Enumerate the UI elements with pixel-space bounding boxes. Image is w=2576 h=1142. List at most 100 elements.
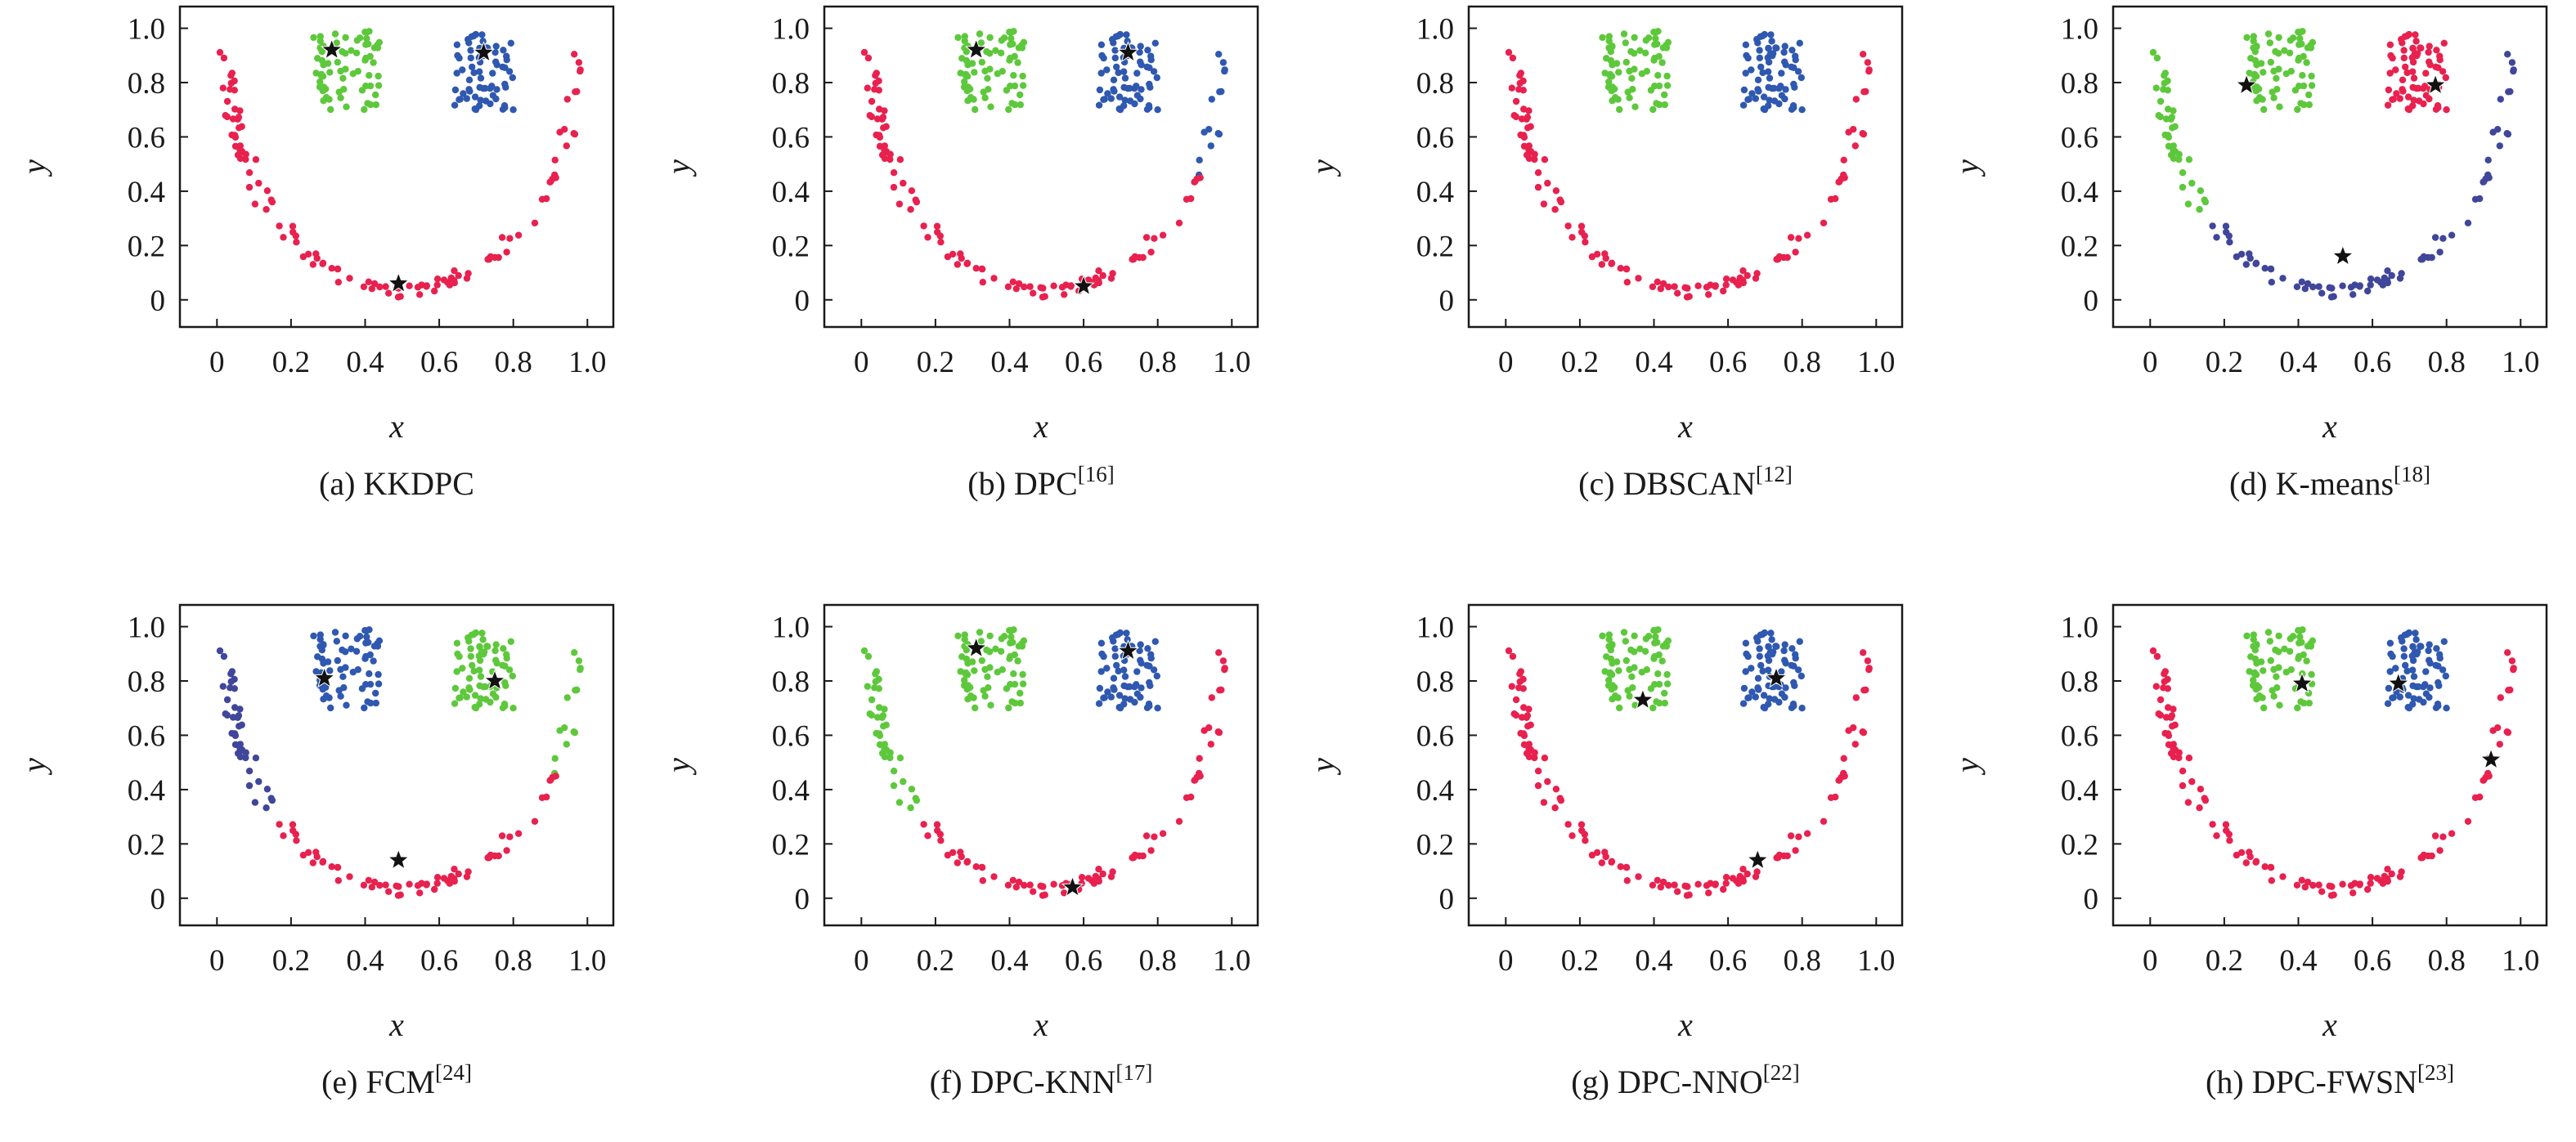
data-point [2175, 150, 2183, 158]
data-point [1518, 115, 1526, 123]
data-point [1773, 256, 1780, 263]
x-tick-label: 0.4 [346, 346, 384, 379]
data-point [223, 97, 231, 105]
data-point [1722, 874, 1730, 881]
data-point [1638, 669, 1646, 676]
data-point [2260, 69, 2267, 76]
data-point [227, 72, 235, 79]
data-point [234, 750, 242, 757]
data-point [328, 265, 335, 272]
data-point [1207, 741, 1215, 748]
plot-frame [2112, 5, 2548, 329]
data-point [1865, 66, 1873, 74]
x-axis-label: x [2322, 1006, 2337, 1043]
data-point [1200, 128, 1208, 136]
data-point [334, 863, 341, 871]
data-point [2373, 276, 2381, 284]
cluster-center-star [2480, 747, 2502, 770]
data-point [994, 669, 1002, 676]
data-point [2421, 83, 2429, 90]
data-point [2161, 670, 2168, 678]
data-point [493, 86, 500, 93]
data-point [361, 704, 368, 712]
data-point [2209, 222, 2216, 230]
data-point [2414, 50, 2421, 57]
data-point [2389, 652, 2396, 661]
data-point [460, 688, 467, 696]
data-point [546, 178, 554, 186]
data-point [2426, 641, 2433, 648]
data-point [866, 710, 873, 718]
data-point [1773, 643, 1780, 650]
data-point [2286, 49, 2294, 56]
data-point [293, 836, 300, 844]
data-point [366, 82, 375, 90]
data-point [1111, 686, 1118, 693]
data-point [2296, 34, 2304, 43]
data-point [1631, 103, 1639, 110]
data-point [505, 68, 514, 75]
x-tick-label: 0.4 [1635, 944, 1672, 978]
data-point [2260, 704, 2268, 712]
data-point [343, 103, 350, 110]
data-point [1090, 880, 1098, 887]
data-point [963, 671, 972, 678]
cluster-center-star [1631, 687, 1654, 710]
data-point [1626, 665, 1633, 674]
data-point [2243, 34, 2251, 42]
data-point [500, 645, 507, 652]
data-point [1153, 672, 1161, 680]
x-tick-label: 0.4 [346, 944, 384, 978]
x-tick-label: 1.0 [2502, 346, 2539, 379]
data-point [2251, 647, 2259, 654]
data-point [1061, 889, 1068, 897]
x-tick-label: 0 [854, 346, 869, 379]
data-point [309, 859, 316, 867]
plot-frame [823, 603, 1259, 927]
data-point [2464, 219, 2472, 226]
data-point [1030, 289, 1037, 297]
data-point [235, 712, 243, 719]
data-point [1862, 686, 1869, 694]
data-point [1784, 852, 1791, 860]
data-point [463, 95, 470, 102]
data-point [994, 70, 1002, 78]
data-point [1552, 187, 1560, 195]
data-point [1124, 636, 1131, 643]
data-point [551, 156, 559, 163]
data-point [374, 643, 382, 650]
data-point [322, 692, 330, 700]
data-point [2433, 47, 2440, 54]
data-point [1608, 259, 1616, 266]
data-point [2267, 265, 2274, 273]
data-point [1657, 285, 1665, 293]
data-point [227, 684, 234, 692]
data-point [1736, 872, 1744, 880]
data-point [313, 254, 321, 262]
data-point [1012, 884, 1021, 891]
x-tick-label: 0.6 [420, 346, 458, 379]
x-axis-label: x [2322, 408, 2337, 445]
data-point [1116, 105, 1124, 114]
data-point [2237, 250, 2246, 258]
data-point [531, 219, 539, 226]
data-point [2301, 285, 2309, 293]
data-point [2497, 96, 2504, 103]
data-point [503, 847, 510, 854]
data-point [1551, 206, 1559, 213]
data-point [1770, 648, 1777, 656]
panel-caption: (b) DPC[16] [967, 462, 1114, 502]
data-point [987, 103, 994, 110]
data-point [886, 754, 894, 762]
data-point [2282, 70, 2290, 78]
data-point [878, 151, 886, 159]
data-point [498, 234, 506, 241]
data-point [1782, 684, 1789, 692]
data-points [2149, 626, 2517, 899]
data-point [1654, 72, 1662, 79]
data-point [1009, 876, 1017, 884]
data-point [1144, 645, 1151, 652]
data-point [571, 51, 578, 58]
data-point [2364, 287, 2372, 295]
data-point [1050, 880, 1057, 888]
